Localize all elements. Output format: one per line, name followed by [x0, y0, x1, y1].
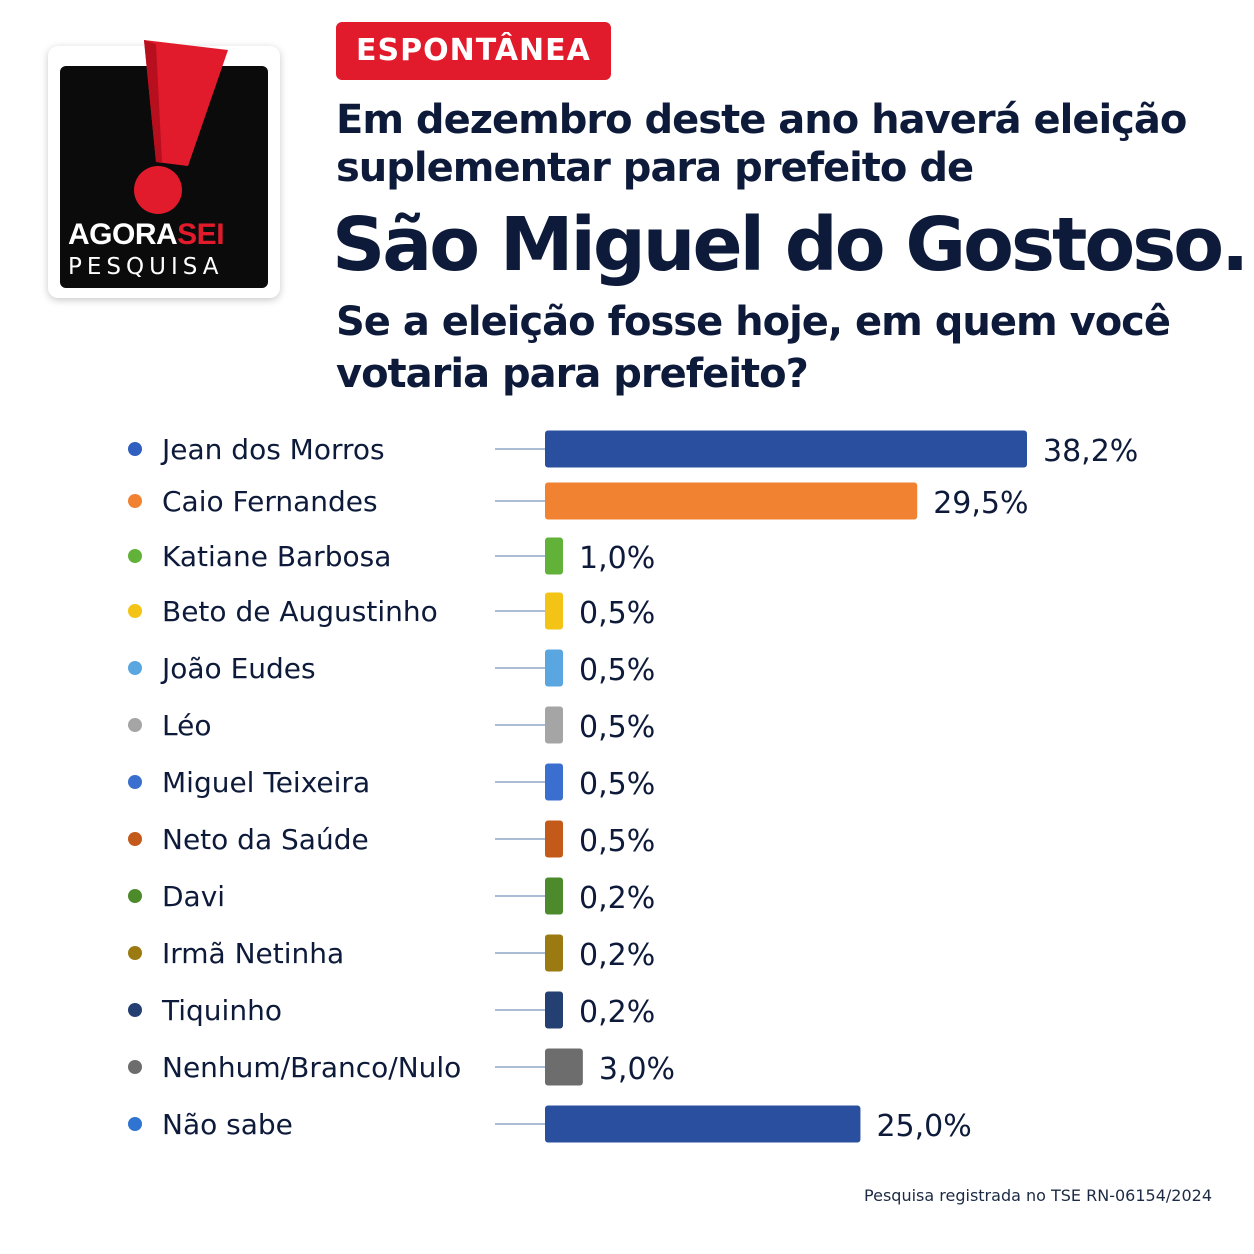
- value-label: 0,5%: [579, 653, 655, 688]
- category-label: Katiane Barbosa: [162, 540, 391, 573]
- category-label: Neto da Saúde: [162, 823, 369, 856]
- legend-dot: [128, 661, 142, 675]
- bar: [545, 1105, 861, 1143]
- value-label: 0,5%: [579, 596, 655, 631]
- legend-dot: [128, 442, 142, 456]
- value-label: 1,0%: [579, 541, 655, 576]
- value-label: 25,0%: [876, 1109, 971, 1144]
- legend-dot: [128, 1117, 142, 1131]
- category-label: Léo: [162, 709, 211, 742]
- category-label: Caio Fernandes: [162, 485, 378, 518]
- survey-type-badge: ESPONTÂNEA: [336, 22, 611, 80]
- category-label: Irmã Netinha: [162, 937, 344, 970]
- legend-dot: [128, 1003, 142, 1017]
- bar: [545, 430, 1027, 468]
- bar: [545, 820, 563, 858]
- bar: [545, 763, 563, 801]
- question-text: Se a eleição fosse hoje, em quem você vo…: [336, 296, 1216, 400]
- logo-brand-part1: AGORA: [68, 218, 178, 251]
- value-label: 0,5%: [579, 710, 655, 745]
- bar: [545, 877, 563, 915]
- value-label: 0,2%: [579, 938, 655, 973]
- bar: [545, 1048, 583, 1086]
- value-label: 0,2%: [579, 881, 655, 916]
- intro-line-1: Em dezembro deste ano haverá eleição: [336, 97, 1187, 143]
- question-line-1: Se a eleição fosse hoje, em quem você: [336, 299, 1171, 345]
- legend-dot: [128, 832, 142, 846]
- bar: [545, 934, 563, 972]
- registration-footnote: Pesquisa registrada no TSE RN-06154/2024: [864, 1186, 1212, 1205]
- category-label: Jean dos Morros: [160, 433, 385, 466]
- bar: [545, 991, 563, 1029]
- bar: [545, 649, 563, 687]
- logo-brand: AGORASEI: [68, 218, 260, 252]
- city-title: São Miguel do Gostoso.: [332, 202, 1249, 288]
- bar: [545, 592, 563, 630]
- logo-brand-part2: SEI: [177, 218, 225, 251]
- intro-line-2: suplementar para prefeito de: [336, 145, 974, 191]
- legend-dot: [128, 604, 142, 618]
- question-line-2: votaria para prefeito?: [336, 351, 809, 397]
- bar: [545, 537, 563, 575]
- legend-dot: [128, 775, 142, 789]
- category-label: Nenhum/Branco/Nulo: [162, 1051, 461, 1084]
- logo-subtitle: PESQUISA: [68, 254, 224, 280]
- legend-dot: [128, 1060, 142, 1074]
- bar: [545, 706, 563, 744]
- category-label: Davi: [162, 880, 225, 913]
- bar: [545, 482, 918, 520]
- intro-text: Em dezembro deste ano haverá eleição sup…: [336, 96, 1216, 192]
- value-label: 0,2%: [579, 995, 655, 1030]
- value-label: 29,5%: [933, 486, 1028, 521]
- legend-dot: [128, 494, 142, 508]
- category-label: Tiquinho: [161, 994, 282, 1027]
- category-label: Miguel Teixeira: [162, 766, 370, 799]
- legend-dot: [128, 946, 142, 960]
- value-label: 0,5%: [579, 824, 655, 859]
- exclamation-mark-icon: [134, 40, 228, 214]
- category-label: João Eudes: [160, 652, 316, 685]
- legend-dot: [128, 549, 142, 563]
- legend-dot: [128, 889, 142, 903]
- category-label: Beto de Augustinho: [162, 595, 438, 628]
- value-label: 38,2%: [1043, 434, 1138, 469]
- legend-dot: [128, 718, 142, 732]
- category-label: Não sabe: [162, 1108, 293, 1141]
- value-label: 3,0%: [599, 1052, 675, 1087]
- value-label: 0,5%: [579, 767, 655, 802]
